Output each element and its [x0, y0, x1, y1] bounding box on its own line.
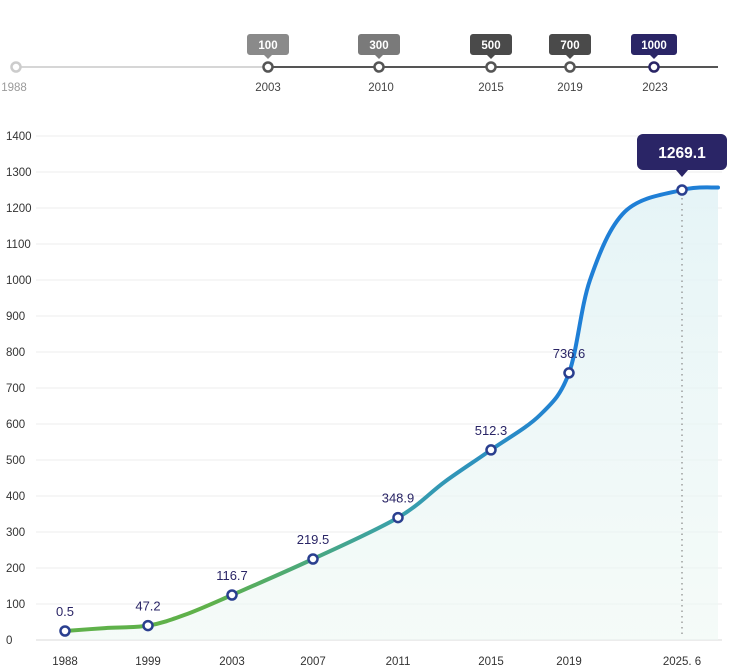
- y-axis: 0 100 200 300 400 500 600 700 800 900 1000 1100 1200…: [6, 131, 32, 647]
- y-tick-label: 200: [6, 563, 25, 575]
- milestone-badge-text: 500: [481, 40, 500, 52]
- milestone-badge: [247, 34, 289, 59]
- y-tick-label: 400: [6, 491, 25, 503]
- y-tick-label: 500: [6, 455, 25, 467]
- y-tick-label: 700: [6, 383, 25, 395]
- timeline-year-label: 2023: [642, 82, 668, 94]
- timeline-milestone-2019: 700 2019: [549, 34, 591, 94]
- x-tick-label: 2019: [556, 656, 582, 668]
- milestone-badge-text: 1000: [641, 40, 667, 52]
- x-tick-label: 2015: [478, 656, 504, 668]
- milestone-badge: [470, 34, 512, 59]
- data-label: 348.9: [382, 491, 415, 506]
- milestone-badge: [631, 34, 677, 59]
- timeline-year-label: 1988: [1, 82, 27, 94]
- y-tick-label: 1300: [6, 167, 32, 179]
- x-tick-label: 2011: [386, 656, 411, 668]
- timeline-marker: [373, 61, 385, 73]
- callout-bubble: [637, 134, 727, 177]
- data-point: [563, 367, 575, 379]
- timeline-year-label: 2019: [557, 82, 583, 94]
- data-point: [307, 553, 319, 565]
- y-tick-label: 100: [6, 599, 25, 611]
- data-label: 219.5: [297, 532, 330, 547]
- y-tick-label: 800: [6, 347, 25, 359]
- timeline-marker: [564, 61, 576, 73]
- timeline-marker: [262, 61, 274, 73]
- data-label: 736.6: [553, 346, 586, 361]
- milestone-timeline: 1988 100 2003 300 2010 500 2015 700 2019: [1, 34, 718, 94]
- x-tick-label: 2025. 6: [663, 656, 701, 668]
- timeline-milestone-2015: 500 2015: [470, 34, 512, 94]
- x-tick-label: 1999: [135, 656, 161, 668]
- timeline-milestone-2003: 100 2003: [247, 34, 289, 94]
- timeline-marker: [485, 61, 497, 73]
- timeline-marker: [648, 61, 660, 73]
- data-point: [392, 511, 404, 524]
- y-tick-label: 1200: [6, 203, 32, 215]
- highlight-callout: 1269.1: [637, 134, 727, 177]
- x-tick-label: 2003: [219, 656, 245, 668]
- data-label: 0.5: [56, 604, 74, 619]
- y-tick-label: 300: [6, 527, 25, 539]
- milestone-badge: [549, 34, 591, 59]
- milestone-badge-text: 700: [560, 40, 579, 52]
- data-point: [59, 625, 71, 637]
- timeline-year-label: 2010: [368, 82, 394, 94]
- timeline-milestone-2023: 1000 2023: [631, 34, 677, 94]
- y-tick-label: 1100: [6, 239, 31, 251]
- data-label: 116.7: [216, 568, 248, 583]
- timeline-year-label: 2003: [255, 82, 281, 94]
- milestone-badge-text: 100: [258, 40, 277, 52]
- area-fill: [65, 187, 718, 640]
- y-tick-label: 900: [6, 311, 25, 323]
- data-point: [676, 184, 688, 196]
- timeline-milestone-1988: 1988: [1, 61, 27, 94]
- series-points: 0.5 47.2 116.7 219.5 348.9 512.3 736.6: [56, 184, 688, 637]
- series-line: [63, 185, 720, 633]
- data-label: 512.3: [475, 423, 508, 438]
- y-tick-label: 1400: [6, 131, 32, 143]
- timeline-year-label: 2015: [478, 82, 504, 94]
- data-point: [142, 619, 154, 632]
- data-point: [226, 589, 238, 601]
- milestone-badge: [358, 34, 400, 59]
- data-label: 47.2: [135, 599, 160, 614]
- timeline-milestone-2010: 300 2010: [358, 34, 400, 94]
- timeline-start-marker: [10, 61, 22, 73]
- y-tick-label: 1000: [6, 275, 32, 287]
- data-point: [485, 444, 497, 456]
- y-tick-label: 0: [6, 635, 12, 647]
- y-tick-label: 600: [6, 419, 25, 431]
- callout-value: 1269.1: [658, 145, 706, 162]
- milestone-badge-text: 300: [369, 40, 388, 52]
- x-axis: 1988 1999 2003 2007 2011 2015 2019 2025. 6: [52, 656, 701, 668]
- x-tick-label: 1988: [52, 656, 78, 668]
- x-tick-label: 2007: [300, 656, 326, 668]
